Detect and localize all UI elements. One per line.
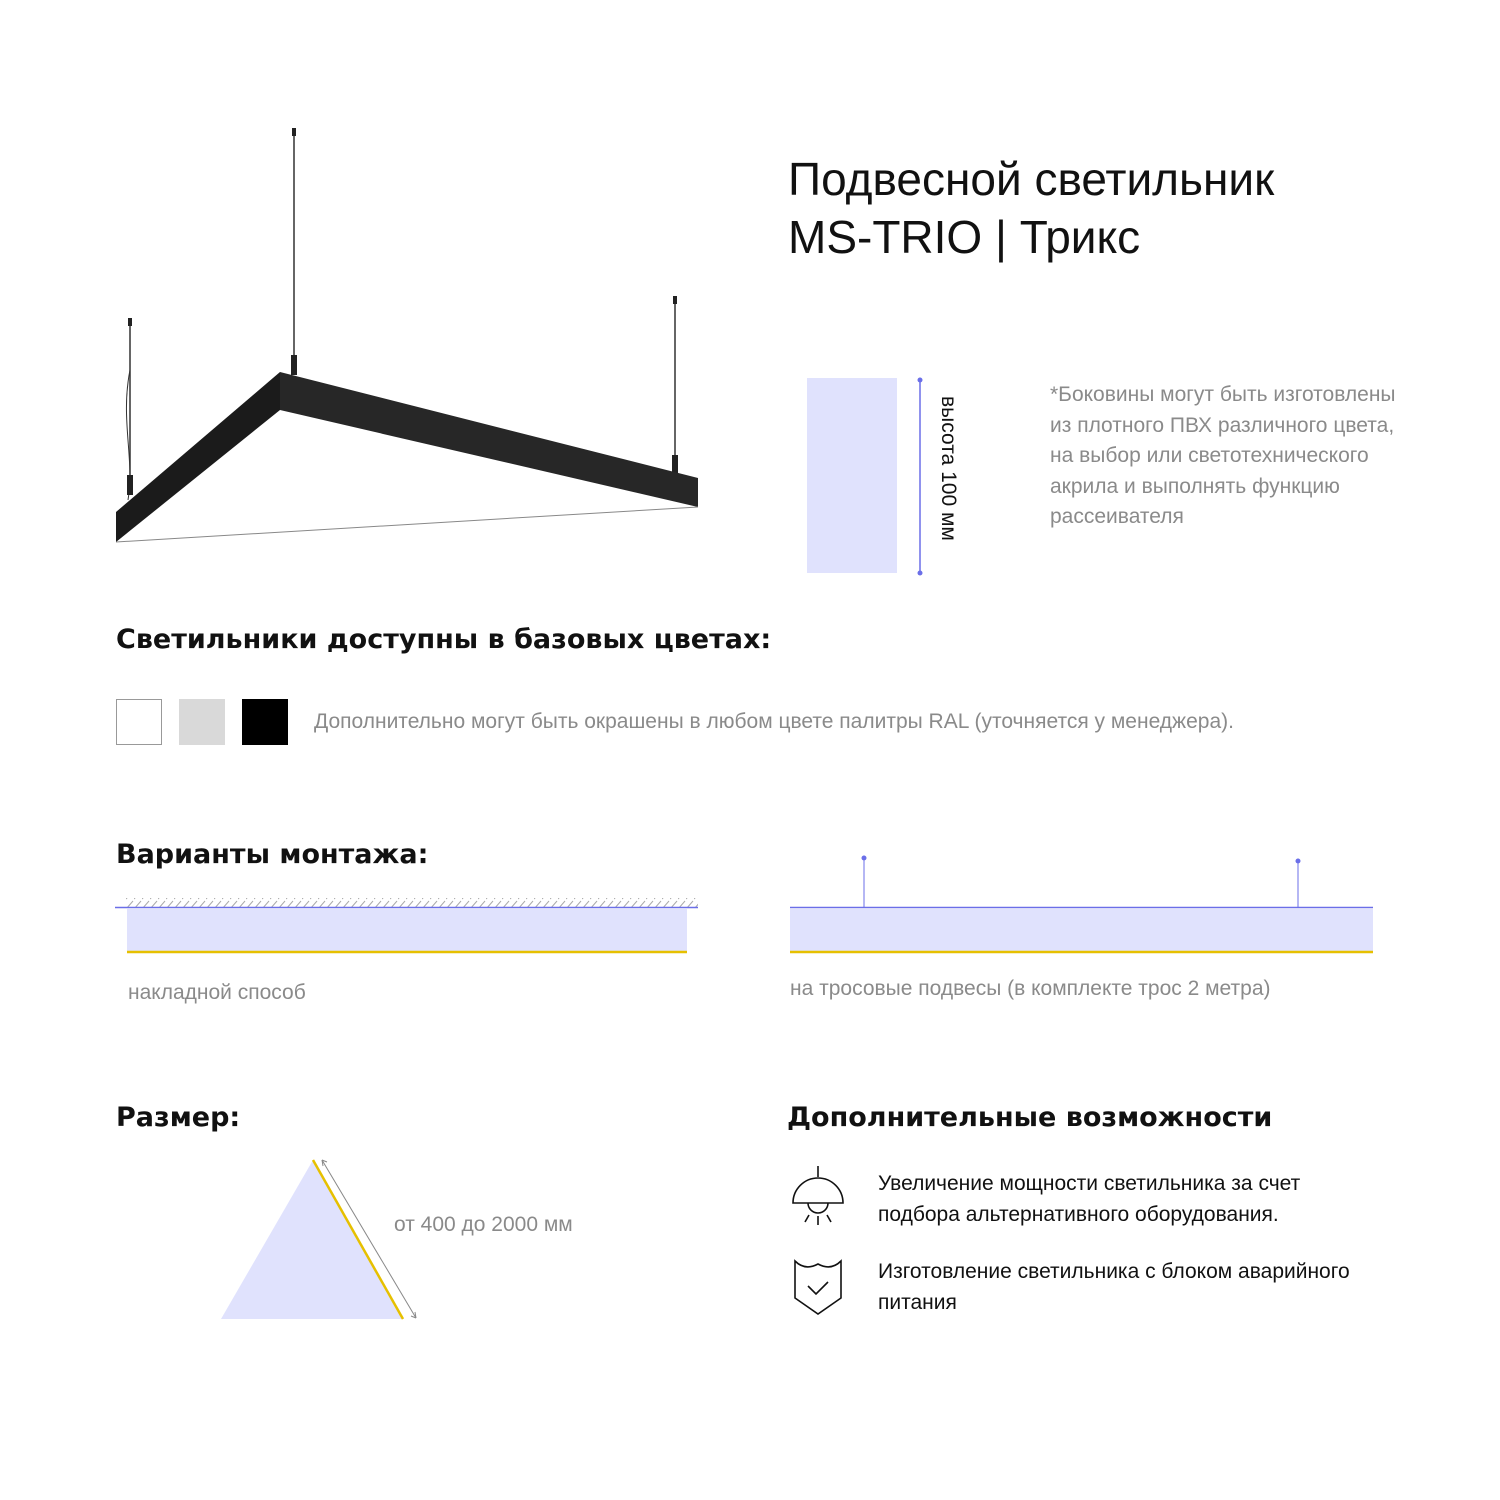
feature-power: Увеличение мощности светильника за счет …: [878, 1172, 1301, 1226]
size-heading: Размер:: [116, 1102, 241, 1133]
side-panel-note: *Боковины могут быть изготовлены из плот…: [1050, 383, 1396, 528]
product-image: [115, 128, 699, 543]
profile-side-panel: [807, 378, 897, 573]
page-title: Подвесной светильник MS-TRIO | Трикс: [788, 150, 1274, 266]
extras-heading: Дополнительные возможности: [787, 1102, 1273, 1133]
swatch-white: [116, 699, 162, 745]
size-label: от 400 до 2000 мм: [394, 1213, 573, 1236]
cable-mount-label: на тросовые подвесы (в комплекте трос 2 …: [790, 977, 1271, 1000]
colors-heading: Светильники доступны в базовых цветах:: [116, 624, 772, 655]
size-triangle-diagram: [221, 1159, 417, 1320]
height-label: высота 100 мм: [937, 396, 960, 541]
shield-check-icon: [794, 1259, 842, 1315]
swatch-black: [242, 699, 288, 745]
surface-mount-label: накладной способ: [128, 981, 306, 1004]
surface-mount-diagram: [115, 898, 698, 954]
ral-note: Дополнительно могут быть окрашены в любо…: [314, 710, 1234, 733]
swatch-gray: [179, 699, 225, 745]
title-line-1: Подвесной светильник: [788, 153, 1275, 205]
feature-emergency: Изготовление светильника с блоком аварий…: [878, 1260, 1350, 1314]
height-dimension-line: [917, 377, 923, 576]
mounting-heading: Варианты монтажа:: [116, 839, 429, 870]
cable-mount-diagram: [790, 855, 1373, 954]
title-line-2: MS-TRIO | Трикс: [788, 211, 1141, 263]
pendant-lamp-icon: [792, 1166, 844, 1225]
